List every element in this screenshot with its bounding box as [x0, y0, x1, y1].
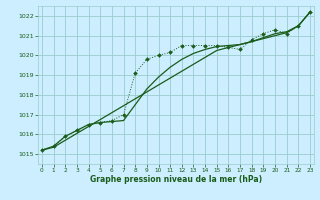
X-axis label: Graphe pression niveau de la mer (hPa): Graphe pression niveau de la mer (hPa) — [90, 175, 262, 184]
